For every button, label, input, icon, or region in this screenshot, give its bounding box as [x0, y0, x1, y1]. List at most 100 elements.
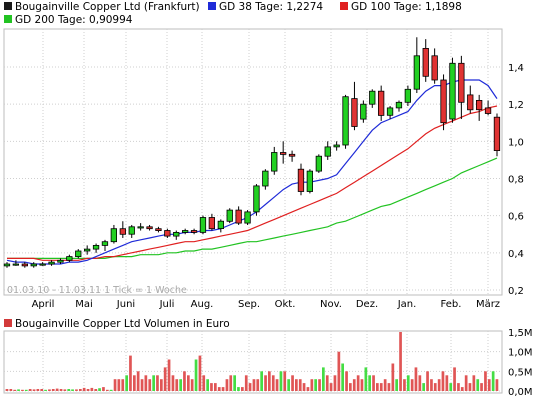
volume-y-axis-labels: 0,0M 0,5M 1,0M 1,5M: [508, 328, 533, 398]
candle: [57, 258, 64, 264]
volume-bar: [430, 379, 433, 391]
volume-bar: [302, 383, 306, 391]
volume-bar: [252, 379, 256, 391]
legend-swatch-volume: [4, 319, 12, 327]
volume-bar: [457, 383, 460, 391]
candle: [173, 230, 180, 240]
volume-bar: [133, 375, 136, 391]
volume-bar: [24, 389, 28, 391]
candle: [3, 262, 11, 268]
candle-body-up: [110, 228, 117, 243]
candle: [342, 94, 349, 149]
volume-bar: [221, 387, 225, 391]
candles: [3, 37, 501, 268]
price-y-tick-label: 1,4: [508, 63, 524, 74]
volume-bar: [291, 375, 294, 391]
volume-bar: [314, 379, 317, 391]
candle: [431, 48, 438, 84]
volume-bar: [55, 388, 59, 391]
volume-bar: [349, 383, 352, 391]
candle-body-up: [3, 263, 11, 267]
candle-body-up: [66, 256, 73, 261]
x-axis-labels: April Mai Juni Juli Aug. Sep. Okt. Nov. Dez. Jan.…: [32, 299, 500, 310]
legend-swatch-main: [4, 2, 12, 10]
volume-title: Bougainville Copper Ltd Volumen in Euro: [15, 318, 230, 330]
volume-y-tick-label: 1,0M: [508, 348, 533, 359]
volume-bar: [206, 379, 209, 391]
volume-bar: [106, 389, 109, 391]
candle: [119, 221, 126, 238]
volume-bar: [306, 387, 310, 391]
volume-bar: [194, 359, 198, 391]
candle-body-up: [333, 144, 340, 148]
candle: [333, 141, 340, 151]
volume-bar: [464, 375, 468, 391]
candle-body-up: [271, 152, 278, 172]
candle: [271, 146, 278, 175]
volume-bar: [167, 359, 171, 391]
volume-bar: [202, 375, 206, 391]
volume-bar: [325, 375, 329, 391]
candle: [208, 213, 216, 231]
candle: [48, 260, 55, 266]
candle-body-up: [253, 185, 260, 213]
volume-bar: [491, 371, 495, 391]
candle: [422, 39, 429, 82]
volume-bar: [90, 387, 94, 391]
volume-bar: [406, 375, 410, 391]
candle: [226, 208, 233, 224]
volume-bar: [183, 371, 186, 391]
volume-y-tick-label: 0,0M: [508, 387, 533, 398]
candle: [137, 223, 144, 231]
candle-body-down: [21, 263, 29, 267]
candle: [101, 239, 109, 251]
candle: [199, 215, 207, 235]
candle-body-down: [146, 226, 153, 230]
legend-gd100-label: GD 100 Tage: 1,1898: [351, 1, 462, 13]
x-tick-label: Dez.: [356, 299, 378, 310]
candle: [288, 150, 296, 162]
volume-bar: [86, 389, 90, 391]
x-tick-label: Aug.: [191, 299, 214, 310]
volume-bar: [71, 389, 74, 391]
candle: [244, 210, 251, 225]
price-y-tick-label: 0,8: [508, 175, 524, 186]
candle: [413, 37, 421, 94]
volume-bar: [449, 383, 453, 391]
volume-bar: [140, 379, 144, 391]
x-tick-label: März: [476, 299, 500, 310]
volume-bar: [310, 379, 314, 391]
candle: [66, 254, 73, 263]
candle-body-up: [57, 259, 64, 263]
x-tick-label: Okt.: [275, 299, 296, 310]
candle-body-down: [119, 228, 126, 235]
candle: [146, 224, 153, 231]
price-grid: [4, 29, 502, 295]
candle: [155, 226, 162, 233]
volume-bar: [256, 379, 260, 391]
candle-body-up: [48, 261, 55, 265]
volume-bar: [345, 371, 348, 391]
candle-body-down: [458, 62, 465, 103]
legend: Bougainville Copper Ltd (Frankfurt) GD 3…: [4, 1, 462, 26]
candle-body-up: [360, 103, 367, 120]
candle-body-down: [297, 168, 305, 192]
volume-bar: [94, 389, 98, 391]
volume-bar: [279, 371, 283, 391]
volume-bar: [121, 379, 125, 391]
candle-body-up: [75, 250, 82, 257]
candle: [279, 141, 287, 164]
candle: [164, 228, 171, 238]
volume-bar: [187, 375, 190, 391]
legend-gd38-label: GD 38 Tage: 1,2274: [219, 1, 323, 13]
volume-bar: [125, 375, 128, 391]
volume-bar: [117, 379, 121, 391]
volume-bar: [98, 388, 101, 391]
volume-bar: [210, 383, 213, 391]
candle-body-up: [128, 226, 135, 235]
period-note: 01.03.10 - 11.03.11 1 Tick = 1 Woche: [7, 285, 187, 296]
volume-bar: [476, 379, 480, 391]
volume-bar: [40, 389, 44, 391]
legend-gd200-label: GD 200 Tage: 0,90994: [15, 14, 133, 26]
